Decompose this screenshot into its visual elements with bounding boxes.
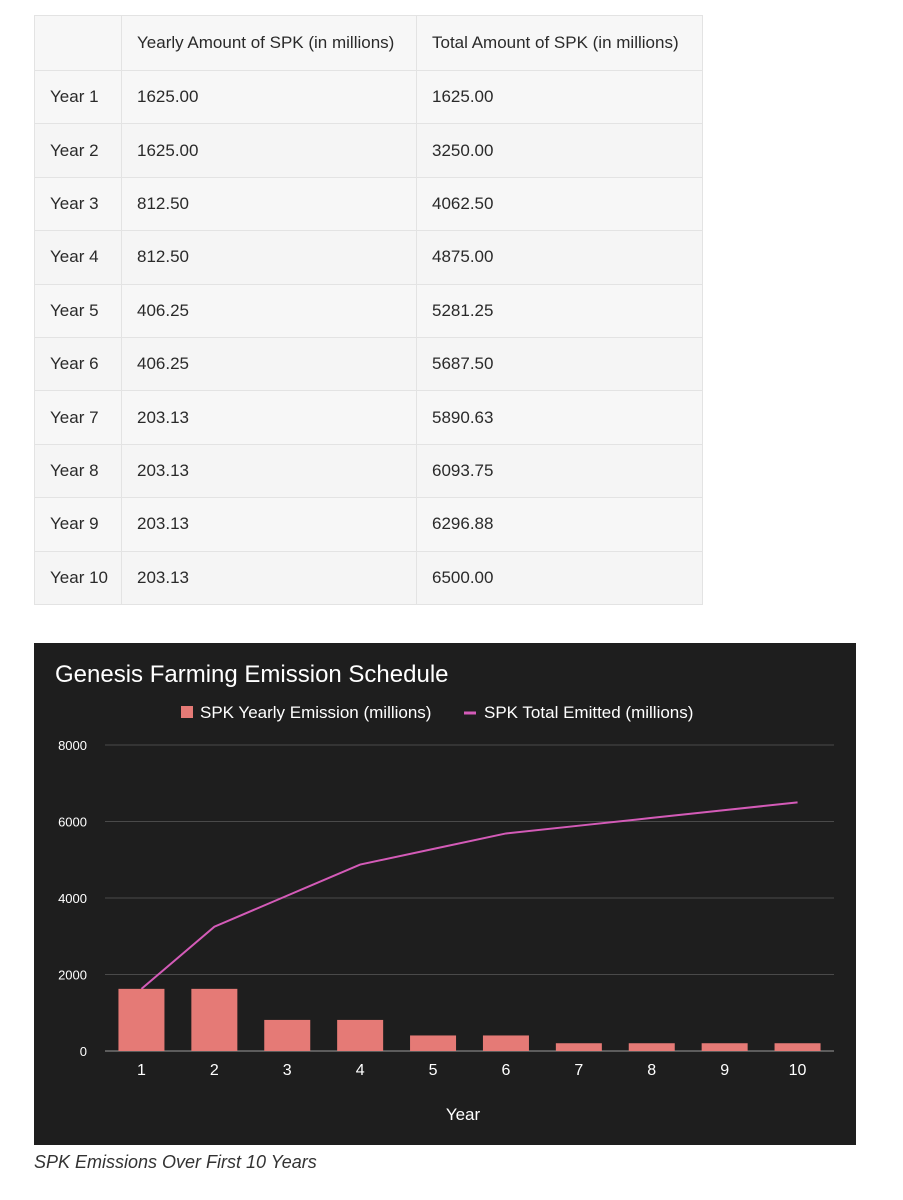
table-row: Year 6 406.25 5687.50 bbox=[34, 336, 703, 392]
yearly-amount-cell: 406.25 bbox=[121, 283, 417, 338]
yearly-amount-cell: 203.13 bbox=[121, 550, 417, 605]
table-row: Year 9 203.13 6296.88 bbox=[34, 497, 703, 552]
emission-table: Yearly Amount of SPK (in millions) Total… bbox=[34, 15, 703, 605]
yearly-amount-cell: 203.13 bbox=[121, 497, 417, 552]
x-tick-label: 7 bbox=[574, 1062, 583, 1079]
bar-series bbox=[118, 988, 821, 1051]
yearly-amount-cell: 812.50 bbox=[121, 230, 417, 285]
y-tick-label: 0 bbox=[80, 1044, 87, 1059]
emission-chart: 0 2000 4000 6000 8000 1 2 3 4 5 6 7 8 9 10 Genesis Fa… bbox=[34, 643, 856, 1145]
total-amount-cell: 1625.00 bbox=[416, 69, 703, 125]
chart-title: Genesis Farming Emission Schedule bbox=[55, 661, 449, 688]
total-amount-cell: 3250.00 bbox=[416, 123, 703, 178]
legend-label-total: SPK Total Emitted (millions) bbox=[484, 703, 693, 722]
x-tick-label: 9 bbox=[720, 1062, 729, 1079]
bar bbox=[410, 1035, 457, 1051]
yearly-amount-cell: 1625.00 bbox=[121, 123, 417, 178]
x-tick-label: 6 bbox=[501, 1062, 510, 1079]
x-axis-ticks: 1 2 3 4 5 6 7 8 9 10 bbox=[137, 1062, 807, 1079]
table-row: Year 4 812.50 4875.00 bbox=[34, 230, 703, 285]
total-amount-cell: 4875.00 bbox=[416, 230, 703, 285]
total-amount-cell: 5281.25 bbox=[416, 283, 703, 338]
header-cell-total: Total Amount of SPK (in millions) bbox=[416, 15, 703, 71]
total-amount-cell: 6296.88 bbox=[416, 497, 703, 552]
table-body: Year 1 1625.00 1625.00 Year 2 1625.00 3250.00… bbox=[34, 69, 703, 605]
year-cell: Year 9 bbox=[34, 497, 122, 552]
year-cell: Year 8 bbox=[34, 443, 122, 499]
yearly-amount-cell: 203.13 bbox=[121, 390, 417, 445]
total-amount-cell: 6093.75 bbox=[416, 443, 703, 499]
x-tick-label: 10 bbox=[789, 1062, 807, 1079]
bar bbox=[118, 988, 165, 1051]
year-cell: Year 7 bbox=[34, 390, 122, 445]
x-tick-label: 8 bbox=[647, 1062, 656, 1079]
chart-caption: SPK Emissions Over First 10 Years bbox=[34, 1152, 317, 1172]
total-amount-cell: 4062.50 bbox=[416, 176, 703, 232]
bar bbox=[337, 1019, 384, 1051]
bar bbox=[774, 1043, 821, 1051]
year-cell: Year 1 bbox=[34, 69, 122, 125]
year-cell: Year 3 bbox=[34, 176, 122, 232]
yearly-amount-cell: 1625.00 bbox=[121, 69, 417, 125]
x-axis-title: Year bbox=[446, 1105, 481, 1124]
line-series bbox=[140, 801, 798, 990]
y-axis-ticks: 0 2000 4000 6000 8000 bbox=[58, 738, 87, 1059]
table-row: Year 2 1625.00 3250.00 bbox=[34, 123, 703, 178]
table-row: Year 1 1625.00 1625.00 bbox=[34, 69, 703, 125]
year-cell: Year 4 bbox=[34, 230, 122, 285]
bar bbox=[191, 988, 238, 1051]
chart-legend: SPK Yearly Emission (millions) SPK Total… bbox=[181, 703, 693, 722]
year-cell: Year 6 bbox=[34, 336, 122, 392]
x-tick-label: 1 bbox=[137, 1062, 146, 1079]
x-tick-label: 4 bbox=[356, 1062, 365, 1079]
legend-label-yearly: SPK Yearly Emission (millions) bbox=[200, 703, 431, 722]
year-cell: Year 5 bbox=[34, 283, 122, 338]
table-row: Year 10 203.13 6500.00 bbox=[34, 550, 703, 605]
yearly-amount-cell: 203.13 bbox=[121, 443, 417, 499]
total-amount-cell: 6500.00 bbox=[416, 550, 703, 605]
table-row: Year 3 812.50 4062.50 bbox=[34, 176, 703, 232]
x-tick-label: 3 bbox=[283, 1062, 292, 1079]
bar bbox=[701, 1043, 748, 1051]
table-header: Yearly Amount of SPK (in millions) Total… bbox=[34, 15, 703, 71]
year-cell: Year 10 bbox=[34, 550, 122, 605]
legend-swatch-yearly bbox=[181, 706, 193, 718]
header-row: Yearly Amount of SPK (in millions) Total… bbox=[34, 15, 703, 71]
chart-canvas: 0 2000 4000 6000 8000 1 2 3 4 5 6 7 8 9 10 Genesis Fa… bbox=[55, 661, 834, 1124]
yearly-amount-cell: 812.50 bbox=[121, 176, 417, 232]
table-row: Year 7 203.13 5890.63 bbox=[34, 390, 703, 445]
header-cell-empty bbox=[34, 15, 122, 71]
bar bbox=[482, 1035, 529, 1051]
y-tick-label: 2000 bbox=[58, 968, 87, 983]
total-amount-cell: 5890.63 bbox=[416, 390, 703, 445]
x-tick-label: 2 bbox=[210, 1062, 219, 1079]
header-cell-yearly: Yearly Amount of SPK (in millions) bbox=[121, 15, 417, 71]
bar bbox=[555, 1043, 602, 1051]
y-tick-label: 6000 bbox=[58, 815, 87, 830]
y-tick-label: 8000 bbox=[58, 738, 87, 753]
year-cell: Year 2 bbox=[34, 123, 122, 178]
yearly-amount-cell: 406.25 bbox=[121, 336, 417, 392]
bar bbox=[264, 1019, 311, 1051]
total-amount-cell: 5687.50 bbox=[416, 336, 703, 392]
table-row: Year 5 406.25 5281.25 bbox=[34, 283, 703, 338]
x-tick-label: 5 bbox=[429, 1062, 438, 1079]
bar bbox=[628, 1043, 675, 1051]
table-row: Year 8 203.13 6093.75 bbox=[34, 443, 703, 499]
y-tick-label: 4000 bbox=[58, 891, 87, 906]
total-emitted-line bbox=[140, 801, 798, 990]
